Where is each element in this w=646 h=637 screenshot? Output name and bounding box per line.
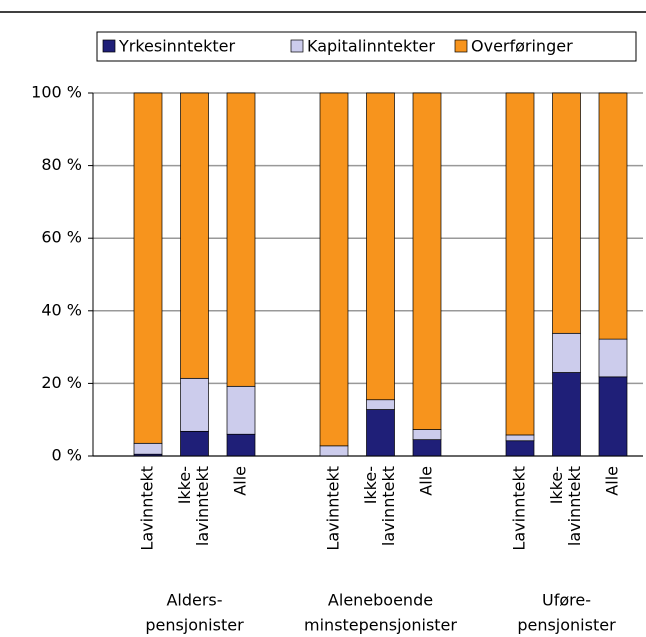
bar-segment (505, 92, 535, 436)
bar-segment (226, 92, 256, 387)
legend-box (96, 31, 637, 62)
bar-segment (505, 440, 535, 457)
bar-segment (598, 92, 628, 340)
group-label: pensjonister (517, 616, 616, 635)
bar-segment (552, 332, 581, 373)
y-tick-label: 100 % (31, 83, 82, 102)
legend-label: Yrkesinntekter (118, 37, 235, 56)
bar-segment (598, 338, 628, 378)
x-tick-label: Ikke- (361, 466, 380, 504)
legend-swatch (102, 39, 116, 53)
x-tick-label: Lavinntekt (138, 466, 157, 551)
group-label: pensjonister (145, 616, 244, 635)
group-label: Aleneboende (328, 591, 433, 610)
bar-segment (226, 433, 256, 457)
y-tick-label: 80 % (41, 155, 82, 174)
bar-segment (319, 92, 349, 447)
x-tick-label: lavinntekt (565, 466, 584, 546)
bar-segment (552, 92, 581, 334)
x-tick-label: Alle (603, 466, 622, 496)
y-tick-label: 0 % (52, 446, 82, 465)
y-tick-label: 20 % (41, 373, 82, 392)
group-label: Uføre- (542, 591, 591, 610)
bar-segment (412, 92, 442, 430)
bar-segment (180, 92, 209, 379)
bar-segment (366, 399, 395, 410)
bar-segment (226, 385, 256, 435)
x-tick-label: Lavinntekt (324, 466, 343, 551)
bar-segment (412, 439, 442, 457)
legend-label: Kapitalinntekter (307, 37, 435, 56)
x-tick-label: Alle (231, 466, 250, 496)
legend-swatch (290, 39, 304, 53)
bar-segment (598, 376, 628, 457)
x-tick-label: lavinntekt (193, 466, 212, 546)
bar-segment (505, 434, 535, 442)
bar-segment (133, 442, 163, 455)
x-tick-label: Lavinntekt (510, 466, 529, 551)
bar-segment (180, 430, 209, 457)
x-tick-label: lavinntekt (379, 466, 398, 546)
x-tick-label: Alle (417, 466, 436, 496)
y-tick-label: 60 % (41, 228, 82, 247)
bar-segment (552, 372, 581, 457)
x-tick-label: Ikke- (175, 466, 194, 504)
bar-segment (412, 429, 442, 441)
bar-segment (366, 409, 395, 457)
group-label: minstepensjonister (304, 616, 457, 635)
legend-label: Overføringer (471, 37, 573, 56)
legend-swatch (454, 39, 468, 53)
group-label: Alders- (166, 591, 222, 610)
bar-segment (180, 377, 209, 432)
x-tick-label: Ikke- (547, 466, 566, 504)
bar-segment (133, 92, 163, 444)
bar-segment (366, 92, 395, 401)
bar-segment (319, 445, 349, 457)
y-tick-label: 40 % (41, 300, 82, 319)
